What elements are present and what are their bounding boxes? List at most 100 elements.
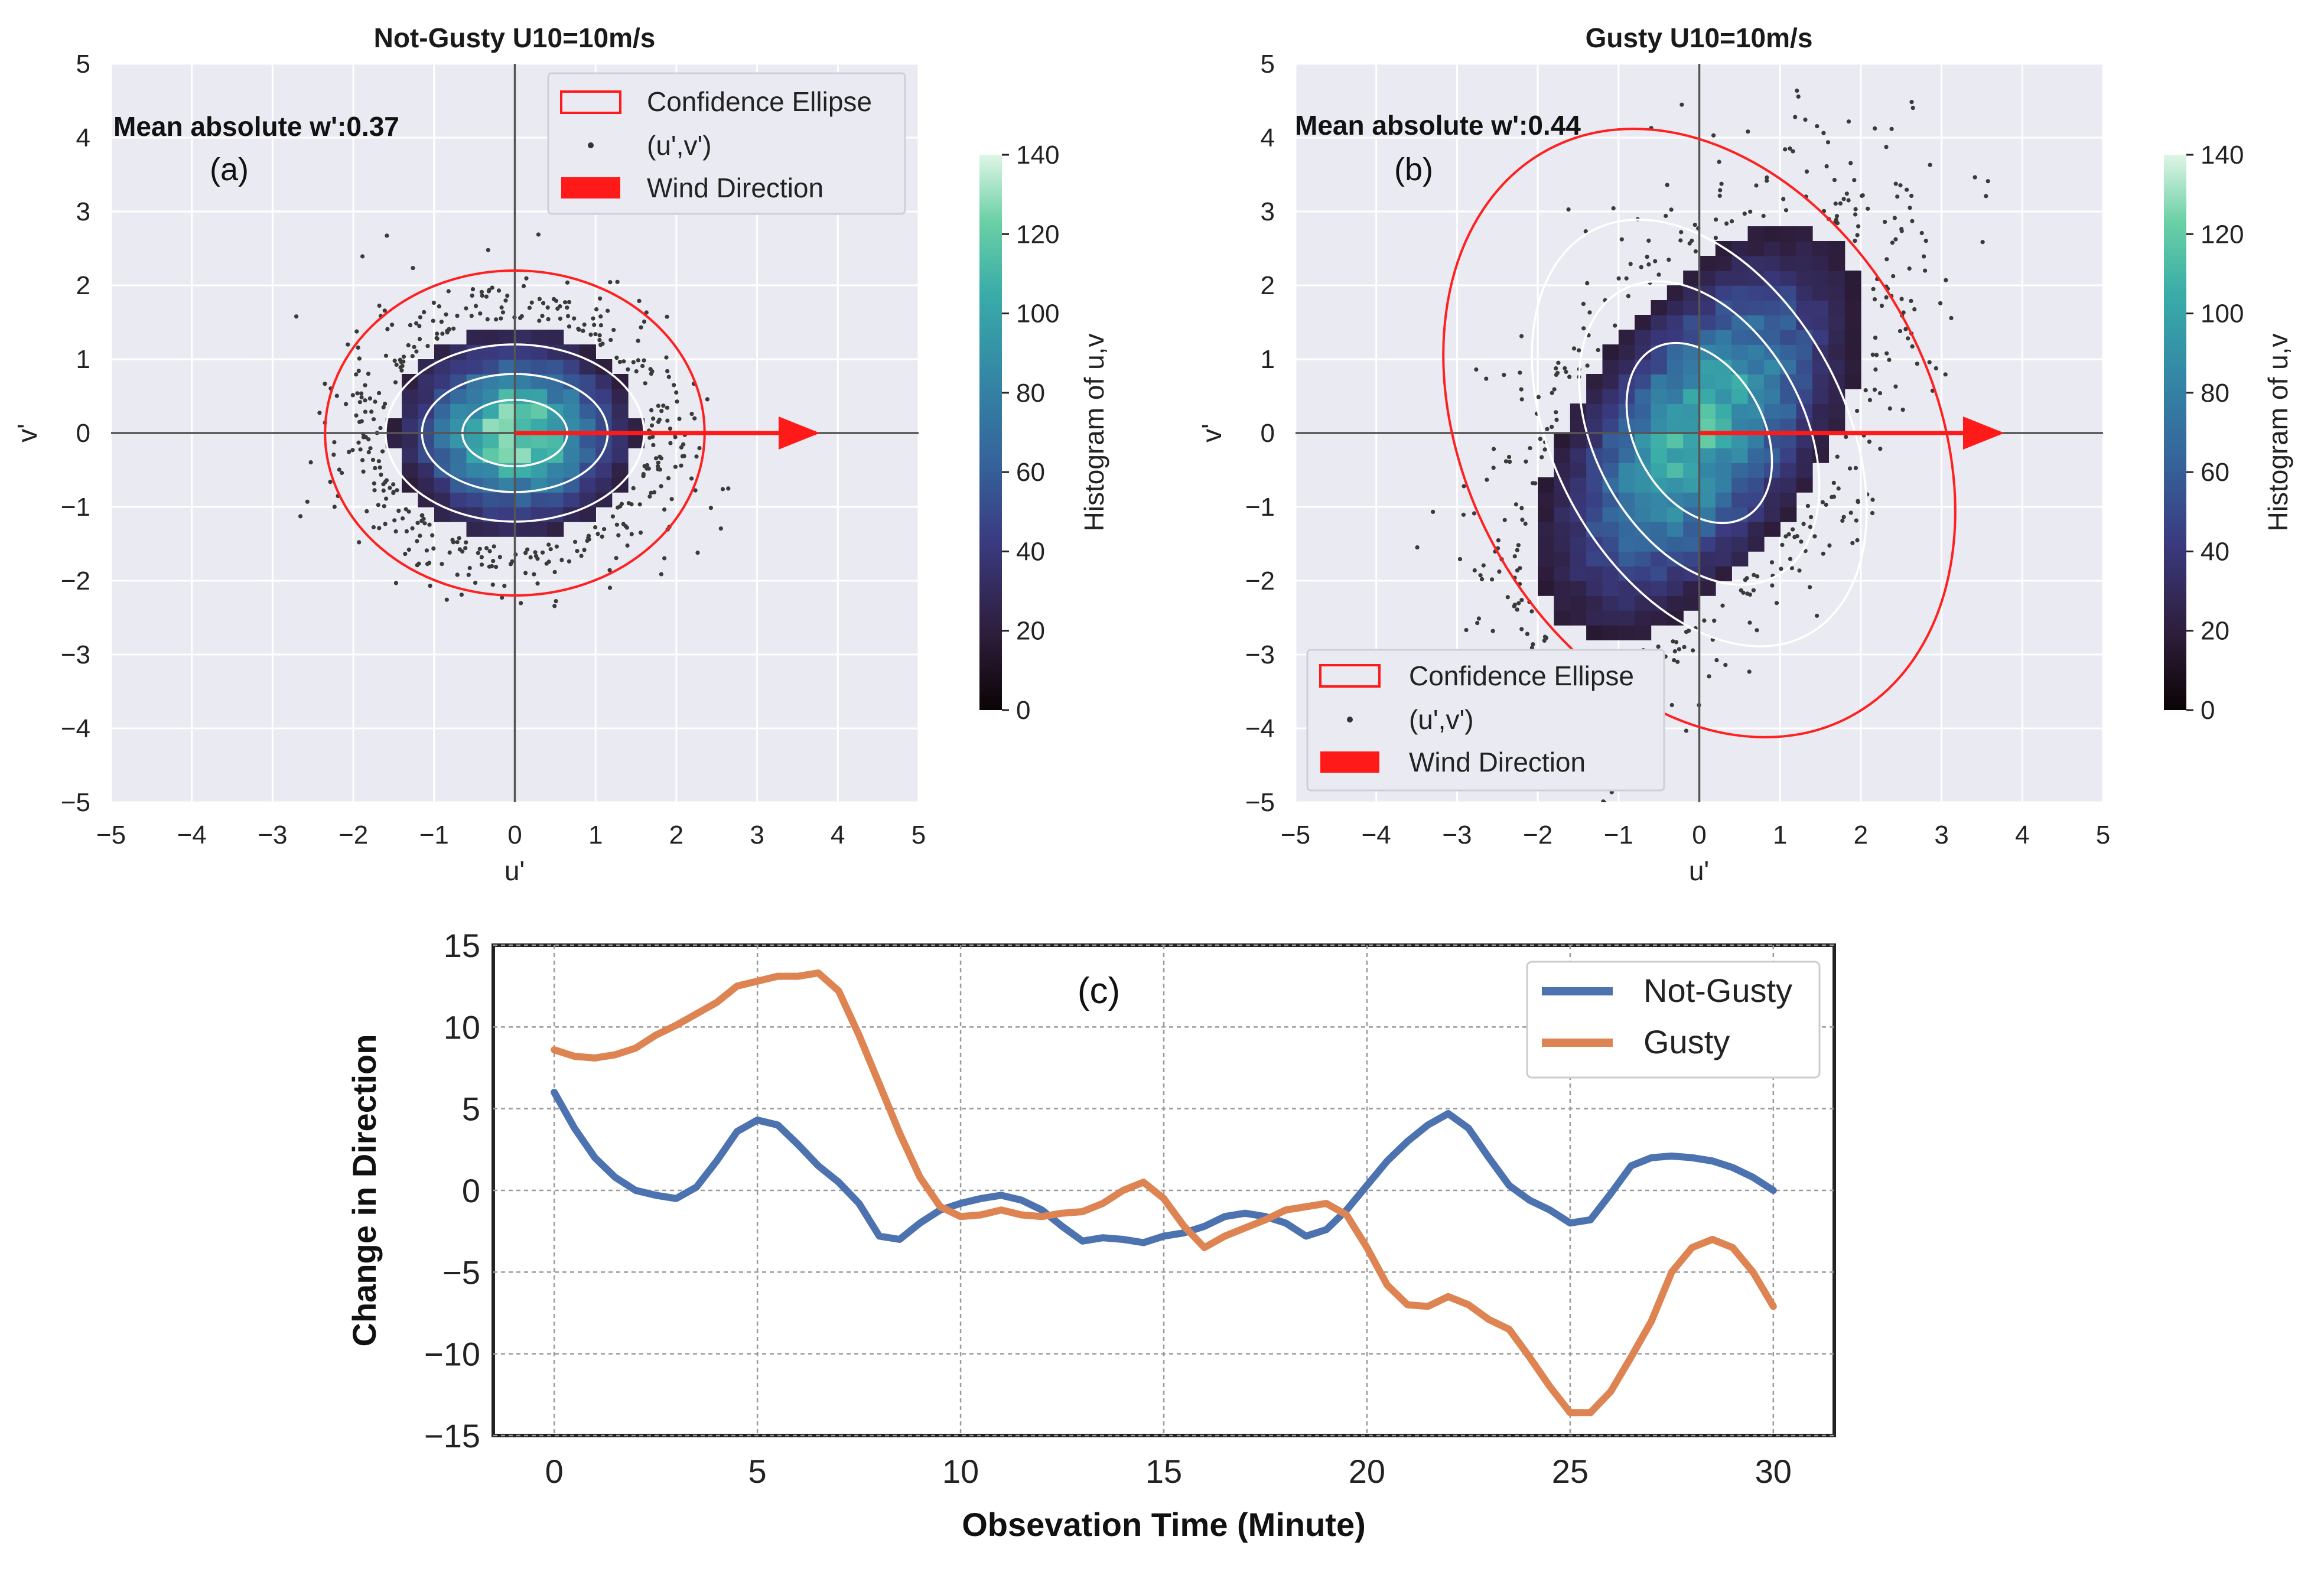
scatter-point: [487, 549, 492, 554]
hist-cell: [466, 492, 483, 507]
scatter-point: [416, 561, 421, 566]
hist-cell: [1618, 625, 1635, 640]
scatter-point: [697, 446, 702, 451]
scatter-point: [298, 514, 303, 519]
hist-cell: [1635, 507, 1652, 522]
scatter-point: [689, 476, 694, 481]
hist-cell: [1666, 566, 1684, 581]
scatter-point: [1860, 193, 1865, 198]
x-tick-label: −4: [1362, 821, 1391, 850]
scatter-point: [340, 470, 344, 476]
scatter-point: [1544, 636, 1549, 640]
hist-cell: [1618, 448, 1635, 463]
hist-cell: [1635, 625, 1652, 640]
scatter-point: [661, 403, 666, 408]
panel-b-colorbar: [2164, 155, 2186, 710]
scatter-point: [675, 399, 679, 404]
scatter-point: [439, 320, 444, 324]
scatter-point: [600, 341, 605, 346]
x-tick-label: −1: [1604, 821, 1633, 850]
scatter-point: [1720, 603, 1725, 608]
scatter-point: [1853, 466, 1858, 470]
scatter-point: [541, 301, 546, 305]
hist-cell: [1780, 507, 1797, 522]
hist-cell: [1602, 374, 1619, 389]
scatter-point: [533, 554, 539, 558]
scatter-point: [401, 354, 406, 359]
scatter-point: [510, 559, 515, 564]
hist-cell: [1666, 285, 1684, 301]
hist-cell: [1602, 433, 1619, 448]
hist-cell: [1602, 359, 1619, 375]
y-tick-label: −1: [1245, 493, 1275, 522]
colorbar-tick-label: 120: [2201, 220, 2244, 249]
hist-cell: [1554, 595, 1571, 611]
scatter-point: [1949, 315, 1954, 321]
scatter-point: [331, 453, 336, 457]
hist-cell: [1699, 330, 1716, 345]
scatter-point: [1616, 276, 1621, 281]
scatter-point: [359, 395, 364, 400]
scatter-point: [1870, 497, 1875, 502]
scatter-point: [1713, 236, 1718, 240]
y-tick-label: 0: [76, 419, 90, 448]
hist-cell: [402, 418, 419, 434]
hist-cell: [1570, 463, 1587, 478]
scatter-point: [659, 409, 664, 414]
hist-cell: [563, 448, 580, 463]
density-contour: [1531, 219, 1868, 647]
scatter-point: [1554, 410, 1558, 415]
scatter-point: [1682, 645, 1687, 649]
scatter-point: [1863, 388, 1868, 393]
hist-cell: [1635, 433, 1652, 448]
hist-cell: [1683, 536, 1700, 552]
hist-cell: [1666, 536, 1684, 552]
scatter-point: [1538, 437, 1542, 441]
scatter-point: [417, 337, 422, 341]
scatter-point: [1613, 323, 1617, 328]
x-tick-label: −5: [96, 821, 126, 850]
scatter-point: [391, 482, 396, 487]
hist-cell: [515, 359, 532, 375]
hist-cell: [547, 522, 564, 537]
panel-b-y-ticks: −5 −4 −3 −2 −1 0 1 2 3 4 5: [1245, 50, 1275, 817]
scatter-point: [614, 522, 619, 527]
hist-cell: [1666, 344, 1684, 360]
hist-cell: [1812, 374, 1829, 389]
hist-cell: [1731, 448, 1749, 463]
hist-cell: [1570, 551, 1587, 567]
scatter-point: [1793, 115, 1798, 119]
scatter-point: [394, 362, 399, 367]
y-tick-label: −3: [61, 640, 90, 669]
legend-wind-label: Wind Direction: [647, 173, 824, 203]
scatter-point: [447, 550, 452, 555]
scatter-point: [490, 285, 494, 290]
scatter-point: [418, 315, 423, 320]
scatter-point: [1679, 102, 1684, 107]
hist-cell: [1747, 241, 1765, 256]
legend-gusty-label: Gusty: [1643, 1023, 1730, 1060]
scatter-point: [639, 325, 643, 330]
scatter-point: [607, 585, 613, 590]
scatter-point: [1844, 434, 1848, 440]
hist-cell: [1683, 492, 1700, 507]
hist-cell: [1699, 551, 1716, 567]
hist-cell: [1812, 300, 1829, 315]
scatter-point: [1563, 366, 1567, 370]
hist-cell: [1780, 344, 1797, 360]
hist-cell: [1683, 374, 1700, 389]
scatter-point: [1653, 259, 1658, 263]
scatter-point: [1672, 649, 1677, 654]
scatter-point: [1855, 538, 1860, 543]
scatter-point: [1872, 388, 1877, 392]
scatter-point: [373, 466, 377, 471]
panel-a: Not-Gusty U10=10m/s −5 −4 −3 −2 −1 0 1 2 3 4 5 −5−…: [12, 22, 1109, 886]
scatter-point: [1867, 440, 1871, 444]
scatter-point: [594, 307, 599, 312]
scatter-point: [1550, 390, 1554, 395]
hist-cell: [611, 389, 629, 404]
hist-cell: [1699, 256, 1716, 271]
scatter-point: [555, 306, 560, 311]
scatter-point: [1901, 310, 1906, 315]
